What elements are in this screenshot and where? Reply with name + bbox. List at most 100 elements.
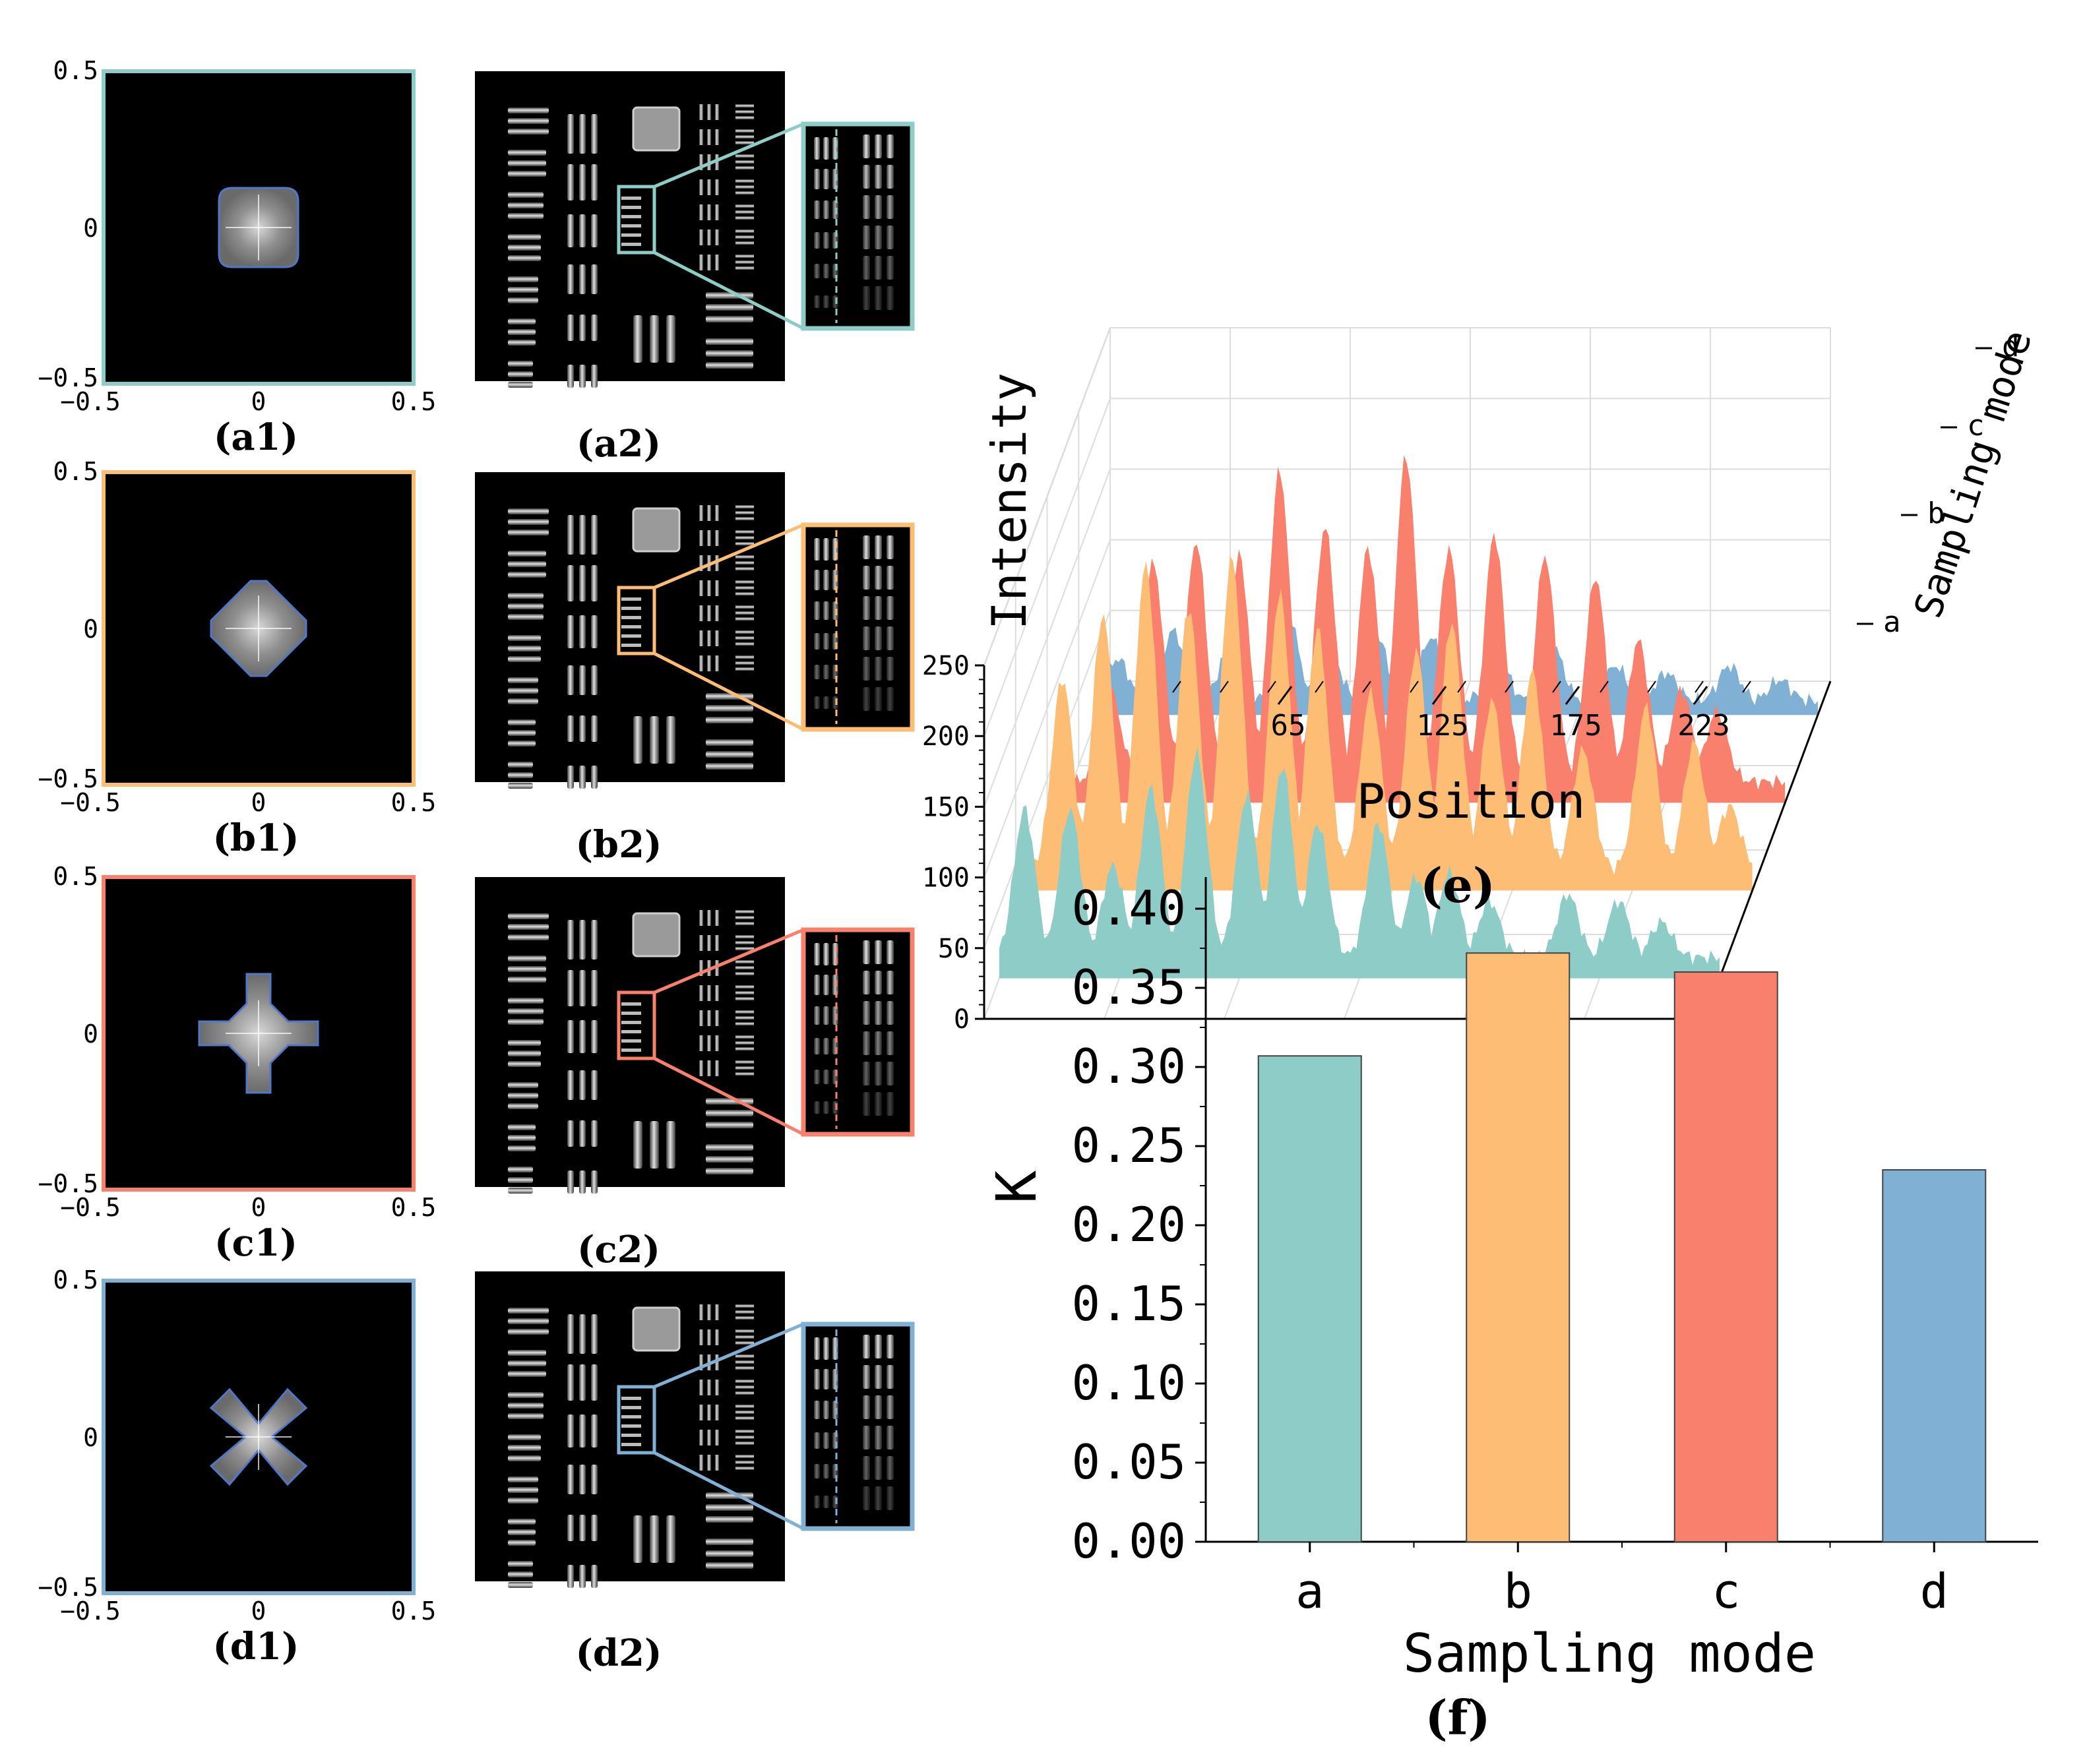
target-bar <box>715 129 719 145</box>
target-bar <box>567 1120 574 1147</box>
inset-bar <box>875 940 882 964</box>
zoom-connector <box>653 652 805 731</box>
target-bar <box>735 1310 754 1314</box>
target-bar <box>508 1455 541 1461</box>
target-bar <box>567 615 574 648</box>
target-bar <box>591 665 598 695</box>
target-bar <box>508 508 549 514</box>
target-bar <box>706 1122 753 1128</box>
target-bar <box>508 1082 538 1088</box>
x-minor-tick <box>1457 681 1466 693</box>
panel-label: (d1) <box>212 1625 299 1668</box>
target-bar <box>715 1354 719 1370</box>
target-bar <box>699 1380 703 1395</box>
target-bar <box>508 677 538 683</box>
target-bar <box>508 1392 544 1398</box>
inset-bar <box>887 195 894 219</box>
target-bar <box>715 580 719 596</box>
target-bar <box>707 985 711 1001</box>
y-tick-label: 0.5 <box>53 56 98 85</box>
inset-bar <box>814 1070 820 1084</box>
target-bar <box>508 276 538 282</box>
inset-bar <box>863 1335 870 1358</box>
inset-bar <box>814 633 820 650</box>
inset-bar <box>823 232 829 249</box>
target-bar <box>707 505 711 521</box>
panel-label: (b1) <box>212 816 299 860</box>
target-bar <box>508 1360 546 1366</box>
target-bar <box>567 1070 574 1100</box>
panel-label: (e) <box>1420 857 1495 913</box>
target-bar <box>699 910 703 926</box>
target-square <box>632 912 681 958</box>
target-bar <box>735 947 754 950</box>
target-bar <box>567 365 574 388</box>
x-minor-tick <box>1172 681 1181 693</box>
x-minor-tick <box>1647 681 1656 693</box>
y-tick-label: 0.40 <box>1072 880 1186 936</box>
y-tick-label: −0.5 <box>38 1169 98 1198</box>
zoom-connector <box>654 523 804 590</box>
inset-bar <box>875 165 882 189</box>
target-bar <box>707 1455 711 1471</box>
inset-bar <box>863 535 870 559</box>
target-bar <box>735 985 754 988</box>
target-bar <box>508 1167 533 1172</box>
target-bar <box>508 603 544 609</box>
target-bar <box>508 783 533 789</box>
target-bar <box>567 1565 574 1588</box>
target-bar <box>591 715 598 742</box>
target-bar <box>735 166 754 169</box>
target-bar <box>707 605 711 621</box>
y-tick-label: 0.5 <box>53 457 98 486</box>
x-minor-tick <box>1220 681 1229 693</box>
target-bar <box>508 150 546 156</box>
target-bar <box>508 1403 544 1409</box>
zoom-inset <box>801 522 915 732</box>
inset-bar <box>875 687 882 711</box>
x-minor-tick <box>1362 681 1371 693</box>
inset-bar <box>875 226 882 249</box>
inset-bar <box>875 286 882 310</box>
target-bar <box>591 1364 598 1401</box>
inset-bar <box>887 135 894 158</box>
target-bar <box>621 597 641 601</box>
target-bar <box>735 592 754 595</box>
target-bar <box>715 1304 719 1320</box>
target-bar <box>567 114 574 154</box>
target-bar <box>579 515 586 555</box>
target-bar <box>735 210 754 214</box>
inset-bar <box>887 1426 894 1449</box>
target-bar <box>666 1515 675 1563</box>
target-bar <box>707 104 711 120</box>
inset-bar <box>863 165 870 189</box>
inset-bar <box>814 1432 820 1449</box>
y-tick-label: −0.5 <box>38 1573 98 1602</box>
target-bar <box>508 1540 536 1546</box>
target-bar <box>579 1120 586 1147</box>
x-tick <box>1431 686 1447 705</box>
target-bar <box>699 1430 703 1445</box>
target-bar <box>715 985 719 1001</box>
target-bar <box>735 530 754 533</box>
target-bar <box>508 1571 533 1577</box>
inset-bar <box>863 1092 870 1116</box>
inset-bar <box>875 971 882 994</box>
x-tick <box>1693 686 1708 705</box>
target-bar <box>735 617 754 621</box>
target-bar <box>715 179 719 195</box>
target-bar <box>735 129 754 133</box>
x-tick-label: 0 <box>251 1193 266 1222</box>
inset-bar <box>823 696 829 709</box>
target-bar <box>707 1035 711 1051</box>
target-bar <box>735 630 754 634</box>
target-bar <box>621 1021 641 1024</box>
target-bar <box>715 1035 719 1051</box>
target-bar <box>707 229 711 245</box>
target-bar <box>715 505 719 521</box>
inset-bar <box>814 200 820 219</box>
spectrum-panel-a: 0.5 0 −0.5−0.5 0 0.5 (a1) <box>38 56 436 459</box>
target-bar <box>735 505 754 508</box>
target-bar <box>508 1145 536 1151</box>
inset-bar <box>887 1365 894 1389</box>
